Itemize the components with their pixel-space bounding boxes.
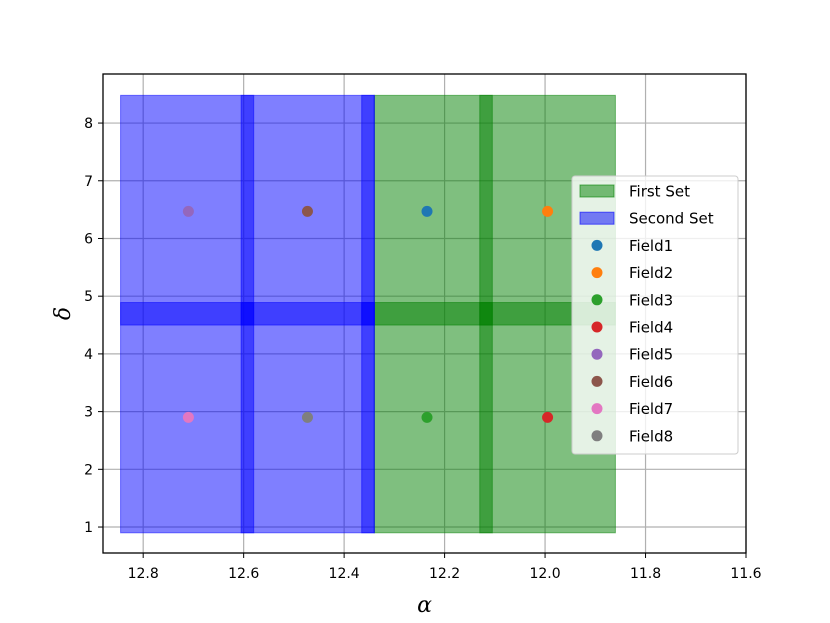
legend-marker-field4: [591, 321, 603, 333]
legend-label-field8: Field8: [629, 427, 673, 445]
y-axis-label: δ: [51, 307, 76, 320]
y-tick-label: 8: [84, 116, 93, 132]
field7-point: [182, 411, 194, 423]
legend-label-field4: Field4: [629, 319, 673, 337]
legend-label-field6: Field6: [629, 373, 673, 391]
field1-point: [421, 205, 433, 217]
x-tick-label: 12.4: [329, 566, 360, 582]
legend-marker-field6: [591, 375, 603, 387]
legend-label-field5: Field5: [629, 346, 673, 364]
legend-label-field1: Field1: [629, 237, 673, 255]
y-tick-label: 2: [84, 462, 93, 478]
legend-label-field7: Field7: [629, 400, 673, 418]
x-tick-label: 12.2: [429, 566, 460, 582]
legend-box: [571, 175, 739, 455]
field8-point: [301, 411, 313, 423]
y-axis-ticks: 1 2 3 4 5 6 7 8: [84, 116, 103, 536]
legend-marker-field2: [591, 267, 603, 279]
y-tick-label: 6: [84, 231, 93, 247]
legend-swatch-first-set: [579, 184, 615, 198]
field5-point: [182, 205, 194, 217]
points: [182, 205, 554, 423]
first-set-region: [373, 302, 493, 534]
y-tick-label: 3: [84, 405, 93, 421]
legend-label-field3: Field3: [629, 291, 673, 309]
plot-frame: [102, 73, 747, 554]
x-tick-label: 11.6: [730, 566, 761, 582]
second-set-region: [240, 94, 375, 326]
y-tick-label: 1: [84, 520, 93, 536]
legend-label-second-set: Second Set: [629, 210, 714, 228]
second-set-region: [361, 94, 375, 326]
first-set-region: [373, 94, 493, 326]
legend: First Set Second Set Field1 Field2 Field3 Fie…: [571, 175, 739, 455]
legend-marker-field1: [591, 239, 603, 251]
legend-marker-field3: [591, 294, 603, 306]
regions: [120, 94, 616, 534]
field3-point: [421, 411, 433, 423]
x-tick-label: 12.8: [128, 566, 159, 582]
y-tick-label: 7: [84, 174, 93, 190]
legend-marker-field5: [591, 348, 603, 360]
second-set-region: [361, 302, 375, 534]
x-tick-label: 12.6: [228, 566, 259, 582]
legend-label-first-set: First Set: [629, 183, 690, 201]
legend-label-field2: Field2: [629, 264, 673, 282]
field6-point: [301, 205, 313, 217]
field4-point: [542, 411, 554, 423]
x-tick-label: 11.8: [630, 566, 661, 582]
x-axis-ticks: 12.8 12.6 12.4 12.2 12.0 11.8 11.6: [128, 553, 762, 582]
x-axis-label: α: [417, 593, 432, 618]
y-tick-label: 4: [84, 347, 93, 363]
y-tick-label: 5: [84, 289, 93, 305]
x-tick-label: 12.0: [529, 566, 560, 582]
legend-marker-field8: [591, 430, 603, 442]
legend-swatch-second-set: [579, 211, 615, 225]
field2-point: [542, 205, 554, 217]
legend-marker-field7: [591, 403, 603, 415]
